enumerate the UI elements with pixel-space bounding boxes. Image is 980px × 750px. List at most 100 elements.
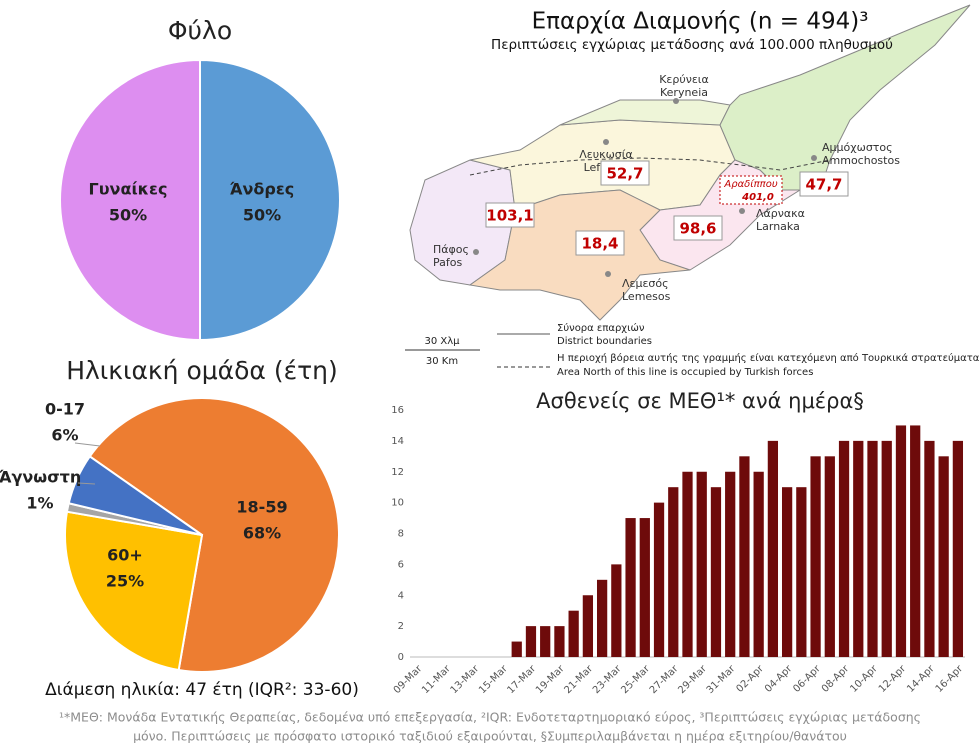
place-dot xyxy=(605,271,611,277)
y-tick-label: 16 xyxy=(391,405,404,416)
chart-title: Ασθενείς σε ΜΕΘ¹* ανά ημέρα§ xyxy=(536,389,864,413)
x-tick-label: 06-Apr xyxy=(791,663,823,695)
slice-value: 1% xyxy=(26,494,53,513)
x-tick-label: 09-Mar xyxy=(392,663,425,696)
bar xyxy=(653,502,665,657)
bar xyxy=(767,440,779,657)
bar xyxy=(668,487,679,657)
x-tick-label: 15-Mar xyxy=(477,663,510,696)
slice-value: 6% xyxy=(51,426,78,445)
bar xyxy=(753,471,764,657)
slice-value: 50% xyxy=(109,206,147,225)
rate-value: 98,6 xyxy=(679,220,716,238)
scale-label: 30 Km xyxy=(426,356,458,367)
x-tick-label: 25-Mar xyxy=(619,663,652,696)
bar xyxy=(881,440,892,657)
x-tick-label: 17-Mar xyxy=(506,663,539,696)
x-tick-label: 23-Mar xyxy=(591,663,624,696)
place-dot xyxy=(603,139,609,145)
footnote: ¹*ΜΕΘ: Μονάδα Εντατικής Θεραπείας, δεδομ… xyxy=(59,710,921,725)
x-tick-label: 11-Mar xyxy=(420,663,453,696)
bar xyxy=(910,425,921,657)
rate-value: 52,7 xyxy=(606,165,643,183)
x-tick-label: 04-Apr xyxy=(763,663,795,695)
rate-value: 103,1 xyxy=(486,207,533,225)
bar xyxy=(895,425,907,657)
bar xyxy=(525,626,537,657)
place-name: Αμμόχωστος xyxy=(822,141,893,154)
leader-line xyxy=(77,482,96,485)
y-tick-label: 6 xyxy=(398,559,404,570)
bar xyxy=(867,440,878,657)
place-dot xyxy=(811,155,817,161)
map-title: Επαρχία Διαμονής (n = 494)³ xyxy=(532,9,869,35)
x-tick-label: 14-Apr xyxy=(905,663,937,695)
place-name: Λεμεσός xyxy=(622,277,669,290)
bar xyxy=(938,456,949,657)
map-legend xyxy=(405,333,550,368)
x-tick-label: 13-Mar xyxy=(449,663,482,696)
x-tick-label: 02-Apr xyxy=(734,663,766,695)
map-subtitle: Περιπτώσεις εγχώριας μετάδοσης ανά 100.0… xyxy=(491,37,893,53)
slice-value: 50% xyxy=(243,206,281,225)
slice-label: Άγνωστη xyxy=(0,468,81,487)
place-name: Λευκωσία xyxy=(579,148,632,161)
bar xyxy=(596,579,608,657)
x-tick-label: 08-Apr xyxy=(820,663,852,695)
place-dot xyxy=(473,249,479,255)
slice-value: 25% xyxy=(106,572,144,591)
place-name: Κερύνεια xyxy=(659,73,709,86)
chart-title: Ηλικιακή ομάδα (έτη) xyxy=(66,356,338,385)
rate-box xyxy=(719,175,783,205)
legend-text: Η περιοχή βόρεια αυτής της γραμμής είναι… xyxy=(557,352,980,364)
y-tick-label: 4 xyxy=(398,590,404,601)
bar xyxy=(952,440,964,657)
x-tick-label: 16-Apr xyxy=(934,663,966,695)
legend-text: Area North of this line is occupied by T… xyxy=(557,367,813,378)
bar xyxy=(639,518,650,657)
slice-label: Άνδρες xyxy=(230,180,295,199)
place-name-en: Pafos xyxy=(433,256,462,269)
y-tick-label: 8 xyxy=(398,529,404,540)
bar xyxy=(682,471,693,657)
x-tick-label: 21-Mar xyxy=(562,663,595,696)
slice-label: 60+ xyxy=(107,546,143,565)
district-keryneia xyxy=(559,99,731,126)
slice-value: 68% xyxy=(243,524,281,543)
pie-slice xyxy=(67,455,203,536)
x-tick-label: 10-Apr xyxy=(848,663,880,695)
place-name-en: Ammochostos xyxy=(822,154,900,167)
leader-line xyxy=(74,442,101,447)
slice-label: 18-59 xyxy=(236,498,287,517)
bar xyxy=(696,471,707,657)
rate-value: 18,4 xyxy=(581,235,618,253)
place-name: Λάρνακα xyxy=(756,207,805,220)
rate-box xyxy=(485,202,535,228)
pie-slice xyxy=(59,58,201,342)
bar xyxy=(710,487,722,657)
y-tick-label: 10 xyxy=(391,498,404,509)
bar xyxy=(725,471,736,657)
bar xyxy=(781,487,793,657)
bar xyxy=(853,440,864,657)
bar xyxy=(611,564,622,657)
pie-slice xyxy=(88,397,340,673)
bar xyxy=(554,626,565,657)
rate-box xyxy=(575,230,625,256)
rate-value: 47,7 xyxy=(805,176,842,194)
bar xyxy=(824,456,835,657)
x-tick-label: 31-Mar xyxy=(705,663,738,696)
bar xyxy=(796,487,807,657)
pie-slice xyxy=(199,58,341,342)
place-name-en: Larnaka xyxy=(756,220,800,233)
bar xyxy=(924,440,935,657)
legend-text: Σύνορα επαρχιών xyxy=(557,322,645,334)
y-tick-label: 2 xyxy=(398,621,404,632)
x-tick-label: 19-Mar xyxy=(534,663,567,696)
place-name-en: Keryneia xyxy=(660,86,708,99)
x-tick-label: 27-Mar xyxy=(648,663,681,696)
place-dot xyxy=(673,98,679,104)
bar xyxy=(739,456,750,657)
